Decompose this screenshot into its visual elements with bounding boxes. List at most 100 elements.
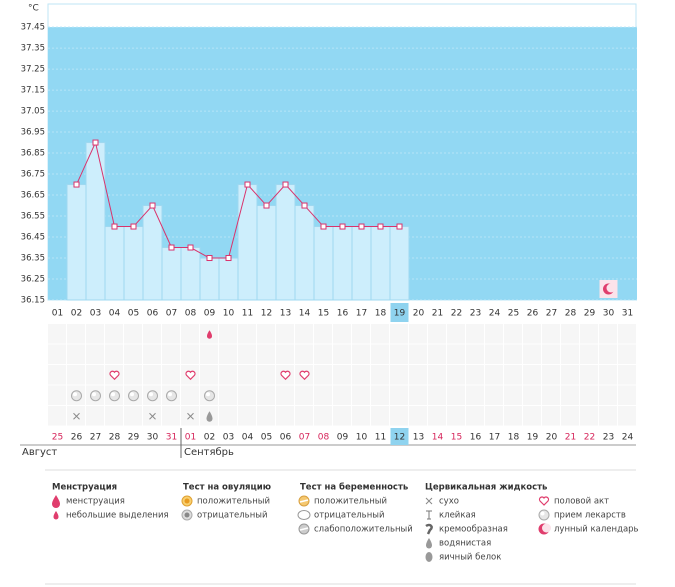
x-tick-label: 14 bbox=[299, 309, 311, 319]
grid-cell bbox=[599, 324, 617, 344]
x-tick-label: 25 bbox=[508, 309, 519, 319]
shine bbox=[206, 392, 210, 397]
y-tick-label: 36.25 bbox=[21, 275, 45, 285]
x-tick-label: 09 bbox=[204, 309, 216, 319]
grid-cell bbox=[523, 385, 541, 405]
temperature-bar bbox=[332, 226, 353, 301]
x-tick-label: 22 bbox=[451, 309, 462, 319]
date-label: 18 bbox=[508, 433, 520, 443]
drop bbox=[206, 411, 213, 422]
grid-cell bbox=[371, 365, 389, 385]
temperature-point bbox=[130, 223, 137, 230]
date-label: 28 bbox=[109, 433, 121, 443]
grid-cell bbox=[466, 365, 484, 385]
grid-cell bbox=[447, 365, 465, 385]
grid-cell bbox=[67, 344, 85, 364]
grid-cell bbox=[352, 385, 370, 405]
preg-pos-icon bbox=[298, 495, 310, 507]
date-label: 25 bbox=[52, 433, 63, 443]
legend-label: небольшие выделения bbox=[66, 511, 169, 521]
stripe bbox=[299, 527, 309, 531]
date-label: 23 bbox=[603, 433, 614, 443]
drop bbox=[426, 538, 432, 549]
heart-icon bbox=[280, 370, 291, 381]
grid-cell bbox=[67, 365, 85, 385]
y-axis-label: °C bbox=[28, 4, 39, 14]
grid-cell bbox=[219, 406, 237, 426]
highlight bbox=[390, 428, 409, 445]
x-tick-label: 04 bbox=[109, 309, 121, 319]
grid-cell bbox=[428, 324, 446, 344]
circle bbox=[204, 390, 215, 402]
y-tick-label: 37.25 bbox=[21, 65, 45, 75]
pill-icon bbox=[166, 390, 177, 402]
grid-cell bbox=[390, 365, 408, 385]
date-label: 24 bbox=[622, 433, 634, 443]
x-tick-label: 30 bbox=[603, 309, 615, 319]
shine bbox=[130, 392, 134, 397]
date-label: 15 bbox=[451, 433, 462, 443]
shine bbox=[73, 392, 77, 397]
grid-cell bbox=[504, 385, 522, 405]
temperature-point bbox=[73, 181, 80, 188]
x-tick-label: 21 bbox=[432, 309, 443, 319]
grid-cell bbox=[542, 324, 560, 344]
grid-cell bbox=[124, 406, 142, 426]
x-tick-label: 28 bbox=[565, 309, 577, 319]
legend-title: Цервикальная жидкость bbox=[425, 483, 547, 493]
grid-cell bbox=[409, 365, 427, 385]
y-tick-label: 36.85 bbox=[21, 149, 45, 159]
grid-cell bbox=[314, 365, 332, 385]
grid-cell bbox=[561, 365, 579, 385]
temperature-bar bbox=[161, 247, 182, 301]
circle bbox=[90, 390, 101, 402]
heart-icon bbox=[538, 496, 550, 506]
grid-cell bbox=[276, 324, 294, 344]
temperature-point bbox=[149, 202, 156, 209]
grid-cell bbox=[162, 324, 180, 344]
grid-cell bbox=[48, 365, 66, 385]
x-tick-label: 13 bbox=[280, 309, 291, 319]
legend-title: Тест на беременность bbox=[300, 482, 408, 493]
x-tick-label: 23 bbox=[470, 309, 481, 319]
date-label: 17 bbox=[489, 433, 500, 443]
grid-cell bbox=[390, 385, 408, 405]
y-tick-label: 37.45 bbox=[21, 23, 45, 33]
grid-cell bbox=[314, 324, 332, 344]
shine bbox=[540, 511, 545, 516]
x-tick-label: 20 bbox=[413, 309, 425, 319]
legend-title: Менструация bbox=[52, 483, 117, 493]
grid-cell bbox=[333, 324, 351, 344]
cut bbox=[606, 283, 616, 293]
grid-cell bbox=[409, 406, 427, 426]
x-tick-label: 07 bbox=[166, 309, 177, 319]
grid-cell bbox=[428, 344, 446, 364]
preg-neg-icon bbox=[297, 510, 311, 520]
circle bbox=[538, 509, 550, 521]
circle bbox=[71, 390, 82, 402]
temperature-point bbox=[168, 244, 175, 251]
grid-cell bbox=[523, 324, 541, 344]
temperature-line bbox=[76, 140, 400, 259]
heart bbox=[280, 370, 291, 381]
grid-cell bbox=[219, 385, 237, 405]
x-tick-label: 26 bbox=[527, 309, 539, 319]
x-tick-label: 01 bbox=[52, 309, 63, 319]
grid-cell bbox=[618, 324, 636, 344]
grid-cell bbox=[523, 365, 541, 385]
pill-icon bbox=[538, 509, 550, 521]
date-label: 16 bbox=[470, 433, 482, 443]
grid-cell bbox=[105, 406, 123, 426]
grid-cell bbox=[181, 324, 199, 344]
temperature-point bbox=[339, 223, 346, 230]
grid-cell bbox=[276, 406, 294, 426]
grid-cell bbox=[276, 344, 294, 364]
grid-cell bbox=[238, 324, 256, 344]
grid-cell bbox=[371, 385, 389, 405]
grid-cell bbox=[67, 324, 85, 344]
grid-cell bbox=[466, 344, 484, 364]
temperature-bar bbox=[370, 226, 391, 301]
grid-cell bbox=[86, 406, 104, 426]
grid-cell bbox=[257, 324, 275, 344]
temperature-point bbox=[358, 223, 365, 230]
